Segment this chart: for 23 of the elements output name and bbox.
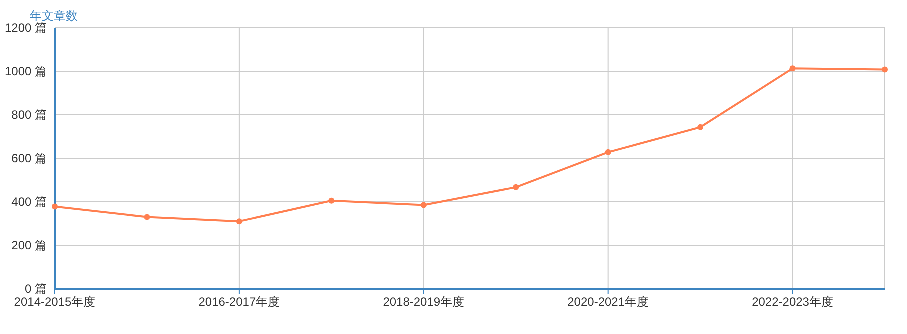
x-tick-label: 2022-2023年度: [752, 295, 834, 309]
x-tick-label: 2020-2021年度: [568, 295, 650, 309]
y-tick-label: 1200 篇: [4, 21, 47, 35]
x-tick-label: 2014-2015年度: [14, 295, 96, 309]
x-tick-label: 2016-2017年度: [198, 295, 280, 309]
y-tick-label: 200 篇: [12, 238, 47, 252]
point: [790, 66, 796, 72]
point: [236, 218, 242, 225]
y-tick-label: 1000 篇: [4, 64, 47, 78]
y-tick-label: 600 篇: [12, 152, 47, 166]
point: [882, 66, 888, 73]
point: [698, 124, 704, 130]
point: [513, 184, 520, 190]
x-tick-label: 2018-2019年度: [383, 295, 465, 309]
point: [328, 198, 335, 204]
point: [52, 204, 58, 210]
y-tick-label: 800 篇: [12, 108, 47, 122]
point: [605, 149, 612, 156]
y-axis-title: 年文章数: [30, 9, 78, 23]
point: [144, 214, 150, 220]
point: [420, 202, 427, 208]
y-tick-label: 0 篇: [24, 282, 47, 296]
y-tick-label: 400 篇: [12, 195, 47, 209]
